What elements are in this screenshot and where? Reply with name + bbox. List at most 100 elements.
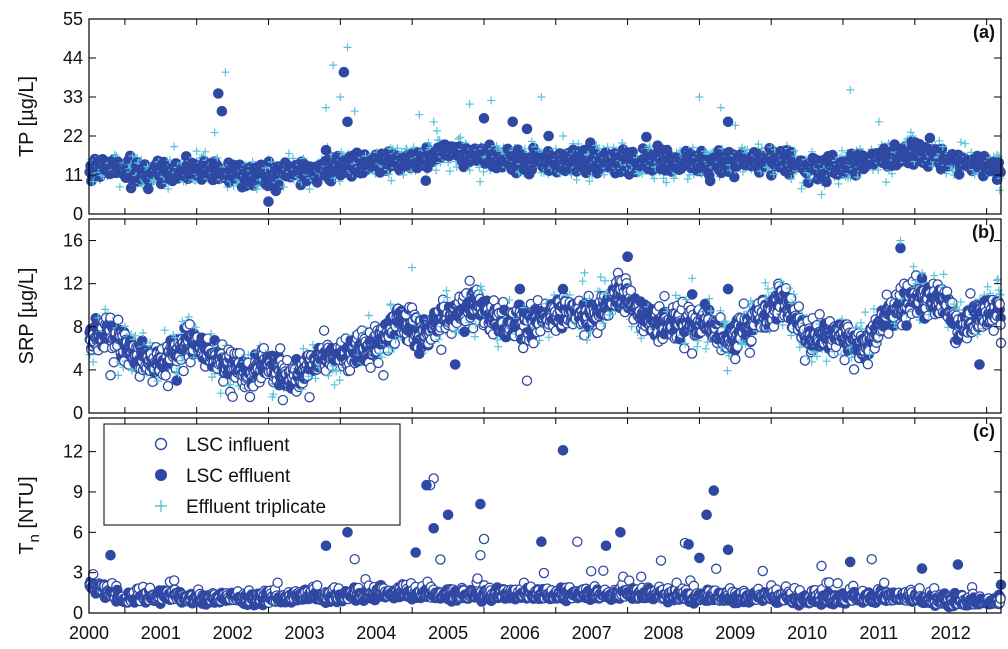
triplicate-point <box>279 183 288 191</box>
outlier-point <box>559 132 567 140</box>
influent-point <box>744 347 756 359</box>
triplicate-point <box>213 153 222 162</box>
influent-point <box>178 365 189 377</box>
triplicate-point <box>476 177 485 186</box>
influent-point <box>848 364 860 375</box>
triplicate-point <box>494 342 503 351</box>
outlier-point <box>342 116 353 128</box>
triplicate-point <box>470 332 479 341</box>
triplicate-point <box>838 146 846 155</box>
triplicate-point <box>330 380 339 389</box>
y-tick-label: 0 <box>73 204 83 224</box>
triplicate-point <box>961 139 970 148</box>
triplicate-point <box>442 286 451 295</box>
effluent-point <box>137 335 148 347</box>
outlier-point <box>882 178 891 187</box>
triplicate-point <box>284 149 293 158</box>
effluent-point <box>273 179 285 191</box>
influent-point <box>389 338 401 349</box>
influent-point <box>746 335 757 347</box>
outlier-point <box>221 68 230 77</box>
y-tick-label: 44 <box>63 48 83 68</box>
influent-point <box>659 290 670 302</box>
influent-point <box>814 309 825 320</box>
panel-marks <box>84 236 1007 406</box>
triplicate-point <box>479 167 488 176</box>
outlier-point <box>320 144 332 156</box>
effluent-point <box>420 175 432 186</box>
y-tick-label: 33 <box>63 87 83 107</box>
outlier-point <box>336 93 345 101</box>
triplicate-point <box>906 128 915 137</box>
influent-point <box>686 348 698 359</box>
influent-point <box>281 354 293 366</box>
outlier-point <box>465 100 474 109</box>
outlier-point <box>846 85 855 94</box>
panel-marks <box>84 43 1006 207</box>
influent-point <box>274 343 286 354</box>
influent-point <box>112 314 124 326</box>
triplicate-point <box>596 273 605 282</box>
triplicate-point <box>387 176 396 185</box>
triplicate-point <box>683 175 692 183</box>
outlier-point <box>521 123 533 135</box>
effluent-point <box>171 375 183 386</box>
triplicate-point <box>399 170 408 179</box>
outlier-point <box>507 116 519 128</box>
triplicate-point <box>857 318 865 327</box>
triplicate-point <box>601 276 609 285</box>
outlier-point <box>716 103 725 112</box>
outlier-point <box>216 105 228 117</box>
influent-point <box>318 325 330 336</box>
triplicate-point <box>432 166 441 175</box>
triplicate-point <box>545 333 553 342</box>
y-tick-label: 55 <box>63 9 83 29</box>
triplicate-point <box>110 150 119 159</box>
triplicate-point <box>164 184 173 193</box>
influent-point <box>579 329 590 341</box>
triplicate-point <box>995 186 1004 195</box>
effluent-point <box>765 170 777 181</box>
outlier-point <box>817 190 826 199</box>
triplicate-point <box>456 133 465 142</box>
influent-point <box>862 358 874 370</box>
effluent-point <box>703 304 715 316</box>
outlier-point <box>415 110 424 119</box>
influent-point <box>304 391 315 403</box>
outlier-point <box>329 61 338 70</box>
triplicate-point <box>170 142 179 151</box>
triplicate-point <box>445 167 454 176</box>
effluent-point <box>641 131 652 143</box>
triplicate-point <box>956 138 965 147</box>
influent-point <box>799 355 811 366</box>
triplicate-point <box>216 389 225 398</box>
influent-point <box>244 391 256 403</box>
influent-point <box>147 376 158 388</box>
triplicate-point <box>384 170 393 179</box>
triplicate-point <box>139 328 148 337</box>
outlier-point <box>537 93 546 101</box>
effluent-point <box>821 176 832 188</box>
effluent-point <box>728 171 740 183</box>
triplicate-point <box>701 344 710 353</box>
triplicate-point <box>128 152 137 160</box>
triplicate-point <box>160 326 169 335</box>
outlier-point <box>343 43 352 52</box>
influent-point <box>160 370 171 381</box>
outlier-point <box>350 107 359 116</box>
triplicate-point <box>861 308 870 317</box>
triplicate-point <box>335 376 344 385</box>
triplicate-point <box>822 357 831 366</box>
outlier-point <box>429 117 438 126</box>
panel-tag: (a) <box>973 22 995 42</box>
influent-point <box>595 320 606 331</box>
influent-point <box>583 290 594 302</box>
outlier-point <box>487 96 496 105</box>
effluent-point <box>924 132 936 144</box>
influent-point <box>839 354 850 366</box>
triplicate-point <box>834 179 843 188</box>
triplicate-point <box>305 185 314 194</box>
influent-point <box>436 344 447 356</box>
triplicate-point <box>572 175 581 184</box>
